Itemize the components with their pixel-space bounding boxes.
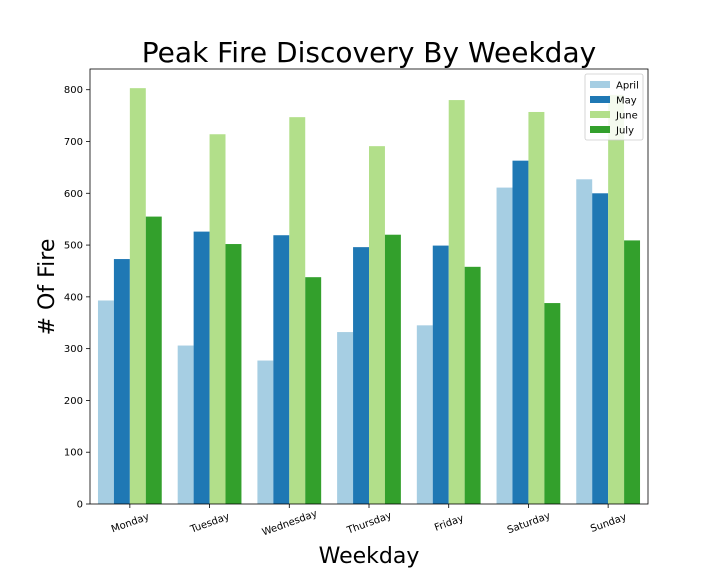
bar-april-saturday <box>496 187 513 504</box>
bar-may-thursday <box>353 247 369 504</box>
bar-july-saturday <box>544 303 561 504</box>
y-tick-label: 700 <box>64 137 83 148</box>
y-tick-label: 300 <box>64 344 83 355</box>
bar-july-friday <box>464 266 481 504</box>
bar-may-saturday <box>512 160 529 504</box>
y-tick-label: 0 <box>77 500 83 511</box>
bar-july-tuesday <box>225 244 242 505</box>
bar-june-thursday <box>369 146 385 504</box>
x-tick-label: Saturday <box>506 511 552 537</box>
legend-label: May <box>616 96 637 107</box>
x-tick-label: Sunday <box>589 512 628 535</box>
bar-may-friday <box>432 245 449 504</box>
bar-may-tuesday <box>193 231 210 505</box>
bar-april-friday <box>416 325 433 504</box>
legend-label: June <box>615 111 638 122</box>
legend-label: April <box>616 81 639 92</box>
x-tick-label: Friday <box>433 513 465 534</box>
legend-swatch <box>590 126 610 133</box>
bar-april-tuesday <box>177 345 194 504</box>
y-tick-label: 100 <box>64 448 83 459</box>
bar-july-sunday <box>624 240 641 504</box>
y-tick-label: 500 <box>64 241 83 252</box>
x-axis-label: Weekday <box>319 544 420 569</box>
bar-july-wednesday <box>305 277 322 504</box>
bar-april-monday <box>97 300 114 504</box>
bar-may-monday <box>113 259 130 504</box>
x-tick-label: Monday <box>110 511 151 535</box>
chart-title: Peak Fire Discovery By Weekday <box>142 36 596 69</box>
bar-may-wednesday <box>273 235 290 505</box>
y-tick-label: 400 <box>64 292 83 303</box>
x-tick-label: Wednesday <box>261 508 319 538</box>
bar-june-sunday <box>608 94 625 504</box>
legend-swatch <box>590 96 610 103</box>
bar-april-wednesday <box>257 360 274 504</box>
bar-april-sunday <box>576 179 593 505</box>
bar-june-tuesday <box>209 134 226 504</box>
y-tick-label: 800 <box>64 85 83 96</box>
legend-label: July <box>615 126 634 137</box>
bar-june-monday <box>129 88 146 504</box>
bar-april-thursday <box>337 332 354 504</box>
bar-june-friday <box>448 100 465 504</box>
x-tick-label: Tuesday <box>188 511 231 536</box>
legend: April May June July <box>584 73 644 141</box>
y-tick-label: 200 <box>64 396 83 407</box>
legend-box <box>584 73 644 141</box>
y-tick-label: 600 <box>64 189 83 200</box>
x-tick-label: Thursday <box>345 510 393 537</box>
bar-june-wednesday <box>289 117 306 504</box>
bar-july-monday <box>145 216 162 504</box>
bar-june-saturday <box>528 111 545 504</box>
legend-swatch <box>590 111 610 118</box>
y-axis-label: # Of Fire <box>35 239 60 336</box>
bar-may-sunday <box>592 193 609 505</box>
bar-july-thursday <box>384 234 401 504</box>
legend-swatch <box>590 81 610 88</box>
